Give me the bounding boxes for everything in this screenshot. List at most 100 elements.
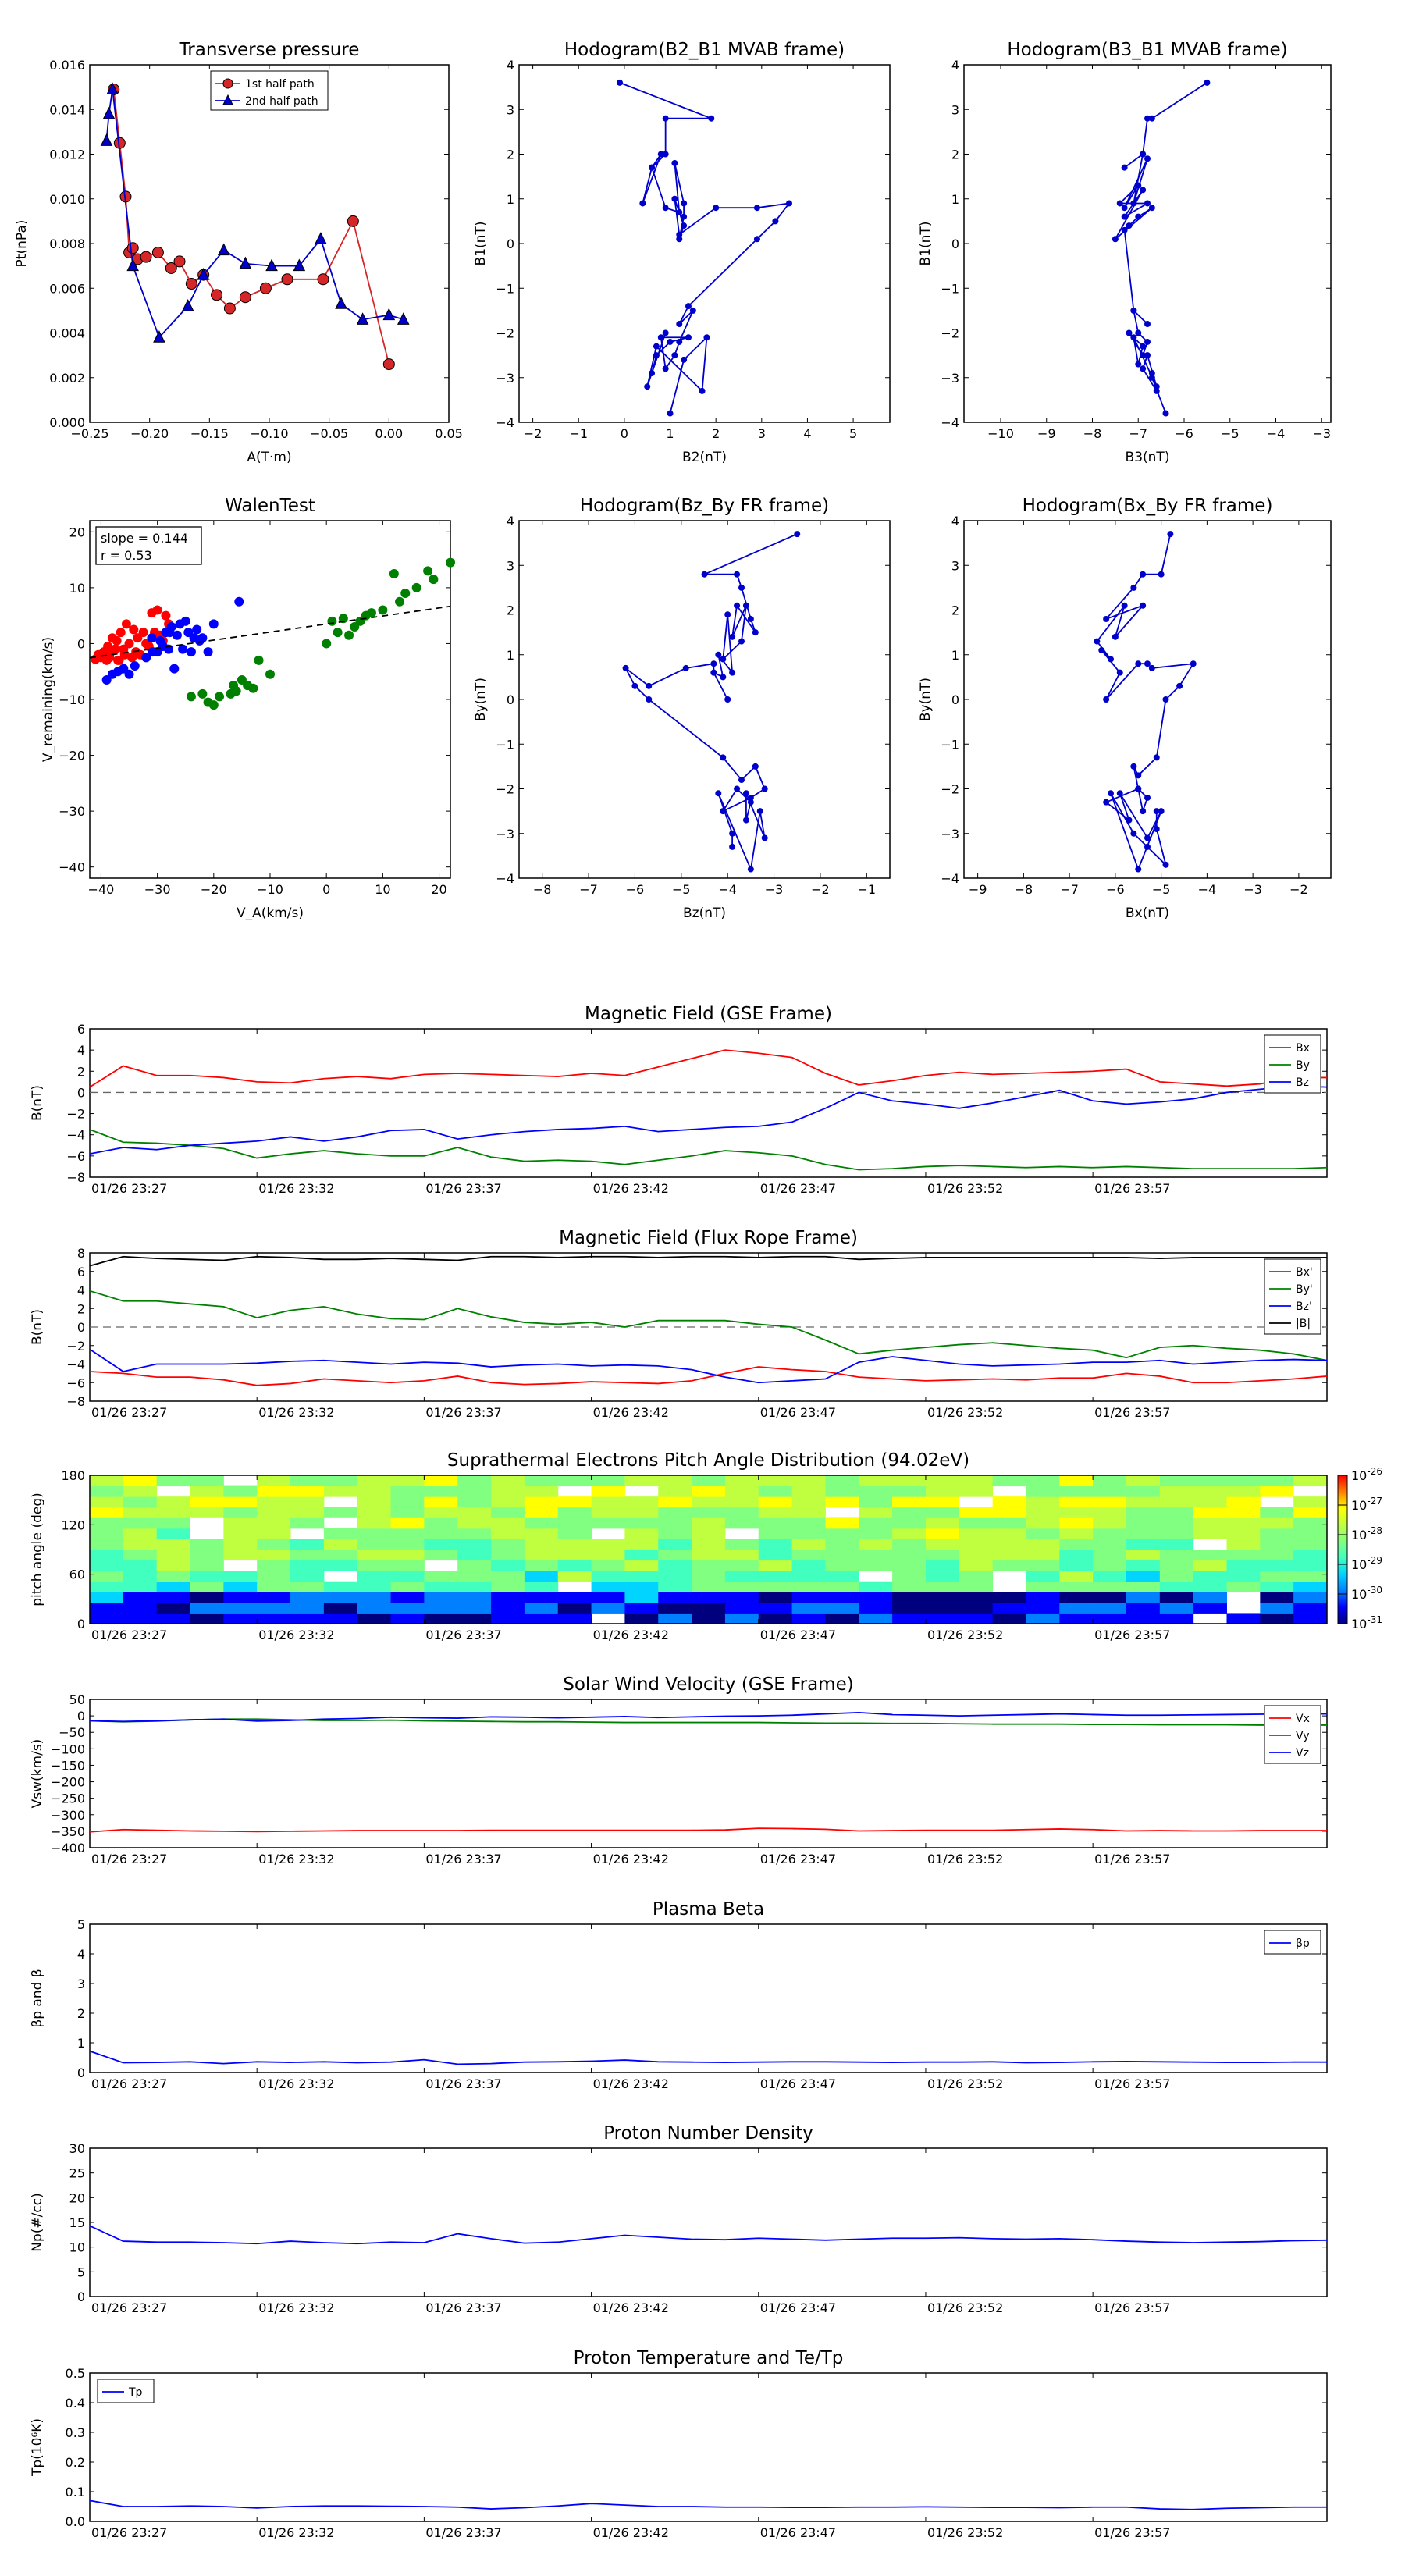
scatter-point [138, 628, 148, 638]
heatmap-cell [223, 1528, 258, 1539]
transverse-pressure-chart: Transverse pressure 0.000 0.002 0.004 0.006 0… [14, 40, 463, 465]
vsw-chart: Solar Wind Velocity (GSE Frame)−400−350−… [30, 1674, 1328, 1866]
scatter-point [429, 575, 439, 585]
heatmap-cell [892, 1571, 927, 1582]
scatter-point [148, 647, 158, 657]
plot-area [89, 1475, 1328, 1624]
heatmap-cell [557, 1528, 592, 1539]
data-point [676, 208, 683, 215]
heatmap-cell [724, 1613, 759, 1624]
heatmap-cell [624, 1539, 659, 1550]
heatmap-cell [1159, 1592, 1194, 1603]
heatmap-cell [658, 1496, 692, 1508]
y-tick-label: −8 [66, 1394, 85, 1409]
heatmap-cell [524, 1539, 559, 1550]
heatmap-cell [1293, 1560, 1328, 1571]
series-line-1 [89, 1129, 1328, 1171]
x-tick-label: 0 [621, 426, 628, 441]
series-line-2 [89, 1348, 1328, 1384]
heatmap-cell [156, 1550, 191, 1561]
heatmap-cell [658, 1485, 692, 1497]
heatmap-cell [1293, 1517, 1328, 1529]
heatmap-cell [925, 1528, 960, 1539]
data-point [153, 330, 165, 343]
heatmap-cell [892, 1592, 927, 1603]
heatmap-cell [1226, 1560, 1261, 1571]
heatmap-cell [992, 1507, 1026, 1518]
heatmap-cell [724, 1496, 759, 1508]
hodo4-chart: Hodogram(Bx_By FR frame)−4−3−2−101234−9−… [918, 496, 1332, 921]
y-tick-label: −1 [496, 737, 514, 752]
data-point [1140, 352, 1147, 359]
x-tick-label: −5 [1152, 882, 1171, 897]
heatmap-cell [190, 1560, 224, 1571]
heatmap-cell [190, 1539, 224, 1550]
legend-box [97, 2379, 155, 2403]
heatmap-cell [1026, 1602, 1060, 1614]
heatmap-cell [658, 1539, 692, 1550]
heatmap-cell [692, 1560, 726, 1571]
y-tick-label: 0 [507, 237, 514, 251]
heatmap-cell [724, 1602, 759, 1614]
heatmap-cell [825, 1475, 859, 1487]
scatter-point [165, 628, 175, 638]
heatmap-cell [491, 1581, 525, 1592]
heatmap-cell [825, 1592, 859, 1603]
heatmap-cell [859, 1475, 893, 1487]
heatmap-cell [758, 1571, 793, 1582]
series-line-1 [89, 1718, 1327, 1726]
chart-title: Suprathermal Electrons Pitch Angle Distr… [447, 1450, 969, 1471]
time-tick-label: 01/26 23:42 [593, 2525, 669, 2540]
heatmap-cell [90, 1602, 124, 1614]
heatmap-cell [624, 1571, 659, 1582]
heatmap-cell [1293, 1496, 1328, 1508]
heatmap-cell [1260, 1613, 1294, 1624]
heatmap-cell [1293, 1592, 1328, 1603]
heatmap-cell [424, 1485, 458, 1497]
data-point [1148, 115, 1155, 122]
heatmap-cell [424, 1539, 458, 1550]
heatmap-cell [658, 1550, 692, 1561]
heatmap-cell [90, 1475, 124, 1487]
heatmap-cell [1226, 1613, 1261, 1624]
heatmap-cell [758, 1496, 793, 1508]
heatmap-cell [1193, 1581, 1227, 1592]
time-tick-label: 01/26 23:57 [1094, 1852, 1170, 1866]
y-tick-label: 0 [77, 1085, 85, 1100]
data-point [1130, 307, 1137, 314]
legend-label: Tp [128, 2386, 143, 2399]
heatmap-cell [1093, 1539, 1127, 1550]
legend-label: Vx [1296, 1713, 1310, 1725]
data-point [676, 231, 683, 238]
time-tick-label: 01/26 23:57 [1094, 1628, 1170, 1642]
data-point [649, 164, 656, 171]
heatmap-cell [1260, 1560, 1294, 1571]
heatmap-cell [223, 1517, 258, 1529]
heatmap-cell [591, 1507, 625, 1518]
x-axis-label: Bx(nT) [1126, 906, 1169, 921]
heatmap-cell [1059, 1550, 1094, 1561]
plot-area [89, 2372, 1328, 2522]
data-point [315, 232, 327, 244]
y-tick-label: 1 [507, 192, 514, 207]
scatter-point [322, 639, 332, 649]
x-tick-label: 0.00 [375, 426, 404, 441]
time-tick-label: 01/26 23:52 [927, 1628, 1003, 1642]
heatmap-cell [959, 1560, 994, 1571]
heatmap-cell [390, 1539, 425, 1550]
y-axis-label: By(nT) [473, 678, 489, 721]
heatmap-cell [591, 1475, 625, 1487]
data-point [317, 273, 329, 286]
heatmap-cell [457, 1539, 492, 1550]
data-point [747, 794, 754, 801]
heatmap-cell [992, 1550, 1026, 1561]
data-point [667, 410, 674, 417]
y-tick-label: 1 [951, 192, 959, 207]
heatmap-cell [758, 1475, 793, 1487]
heatmap-cell [457, 1571, 492, 1582]
heatmap-cell [90, 1517, 124, 1529]
heatmap-cell [1260, 1475, 1294, 1487]
heatmap-cell [959, 1528, 994, 1539]
x-tick-label: 1 [666, 426, 674, 441]
y-tick-label: −400 [51, 1841, 85, 1856]
